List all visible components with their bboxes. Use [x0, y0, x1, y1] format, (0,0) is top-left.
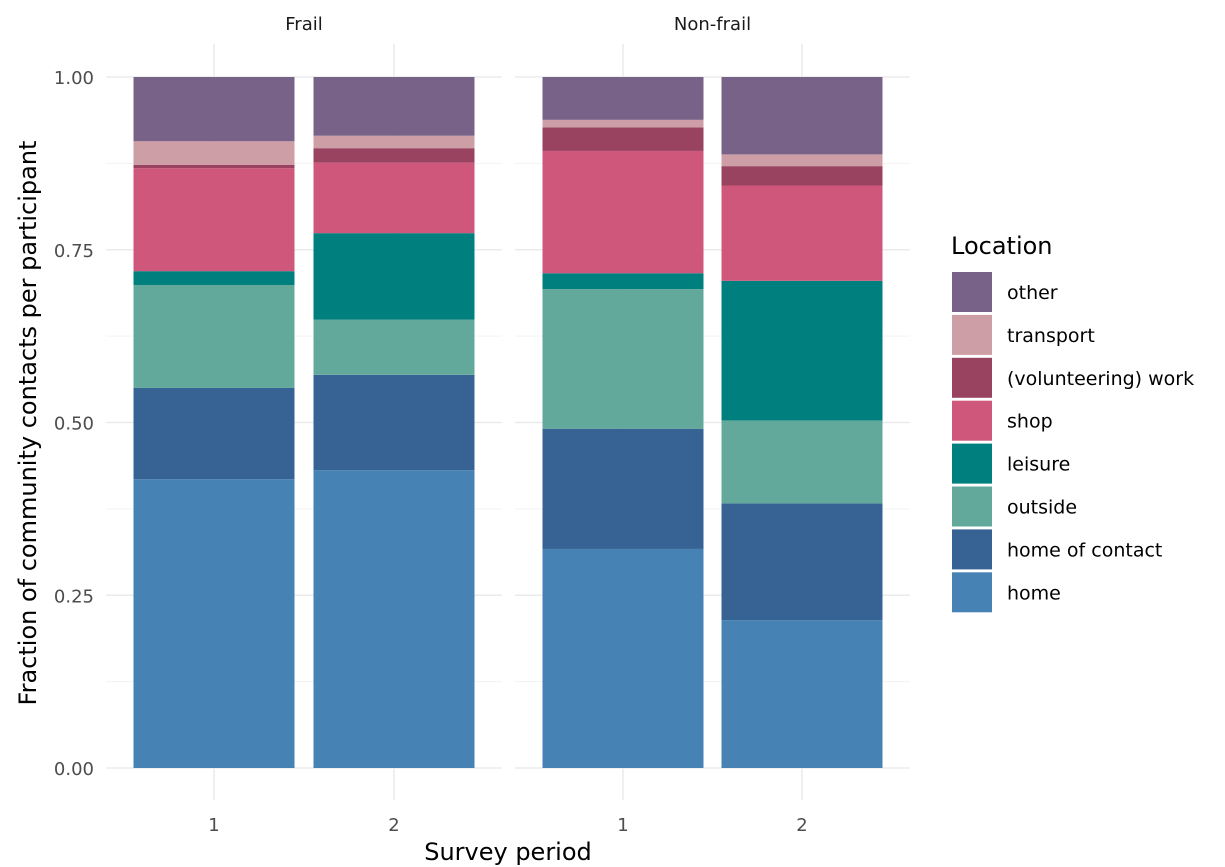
bar-segment-outside — [133, 284, 295, 388]
bar-segment-other — [133, 77, 295, 142]
facet-strips: Frail Non-frail — [285, 14, 751, 35]
legend-label-home-of-contact: home of contact — [1007, 539, 1162, 561]
x-tick-label: 1 — [208, 815, 219, 836]
x-tick-label: 2 — [388, 815, 399, 836]
bar-segment-home — [313, 470, 475, 768]
y-tick-label: 0.75 — [54, 241, 94, 262]
bar-segment-home — [721, 620, 883, 768]
x-tick-label: 1 — [617, 815, 628, 836]
bar-segment-shop — [721, 185, 883, 281]
bar-segment-volunteering-work — [542, 127, 704, 151]
bar-segment-leisure — [313, 233, 475, 320]
bar-segment-volunteering-work — [721, 166, 883, 186]
legend-key-shop — [952, 400, 992, 441]
bar-segment-home — [133, 479, 295, 768]
bar-segment-home-of-contact — [313, 374, 475, 471]
y-tick-label: 0.25 — [54, 586, 94, 607]
y-tick-label: 0.50 — [54, 414, 94, 435]
bar-segment-home-of-contact — [133, 387, 295, 480]
tick-labels: 1 2 1 2 0.00 0.25 0.50 0.75 1.00 — [54, 68, 808, 836]
bar-segment-other — [721, 77, 883, 155]
legend-label-outside: outside — [1007, 497, 1077, 519]
bar-segment-transport — [133, 141, 295, 165]
bar-segment-shop — [542, 150, 704, 274]
bar-segment-transport — [721, 154, 883, 167]
bars — [133, 77, 883, 768]
y-tick-label: 1.00 — [54, 68, 94, 89]
legend-key-home-of-contact — [952, 529, 992, 570]
legend-key-outside — [952, 486, 992, 527]
bar-segment-leisure — [542, 273, 704, 290]
bar-segment-home-of-contact — [721, 503, 883, 621]
bar-segment-volunteering-work — [133, 164, 295, 169]
facet-strip-label: Frail — [285, 14, 322, 35]
legend-title: Location — [951, 232, 1053, 260]
bar-segment-other — [542, 77, 704, 120]
bar-segment-transport — [313, 135, 475, 149]
legend-label-volunteering-work: (volunteering) work — [1007, 368, 1194, 390]
bar-segment-leisure — [133, 271, 295, 285]
facet-strip-label: Non-frail — [674, 14, 751, 35]
bar-segment-outside — [313, 319, 475, 375]
legend-key-transport — [952, 314, 992, 355]
legend-key-leisure — [952, 443, 992, 484]
x-axis-title: Survey period — [424, 838, 592, 866]
y-tick-label: 0.00 — [54, 759, 94, 780]
x-tick-label: 2 — [796, 815, 807, 836]
legend-key-volunteering-work — [952, 357, 992, 398]
legend-label-leisure: leisure — [1007, 454, 1070, 476]
legend: Location other transport (volunteering) wo… — [951, 232, 1194, 613]
bar-segment-shop — [313, 162, 475, 234]
legend-label-shop: shop — [1007, 411, 1053, 433]
bar-segment-outside — [721, 420, 883, 504]
legend-key-home — [952, 572, 992, 613]
y-axis-title: Fraction of community contacts per parti… — [14, 141, 42, 706]
legend-key-other — [952, 272, 992, 312]
legend-label-transport: transport — [1007, 325, 1095, 347]
bar-segment-transport — [542, 119, 704, 128]
bar-segment-outside — [542, 289, 704, 429]
bar-segment-other — [313, 77, 475, 136]
bar-segment-volunteering-work — [313, 148, 475, 163]
legend-label-home: home — [1007, 582, 1061, 604]
bar-segment-leisure — [721, 280, 883, 421]
legend-label-other: other — [1007, 282, 1058, 304]
bar-segment-shop — [133, 168, 295, 272]
bar-segment-home-of-contact — [542, 428, 704, 549]
bar-segment-home — [542, 548, 704, 768]
